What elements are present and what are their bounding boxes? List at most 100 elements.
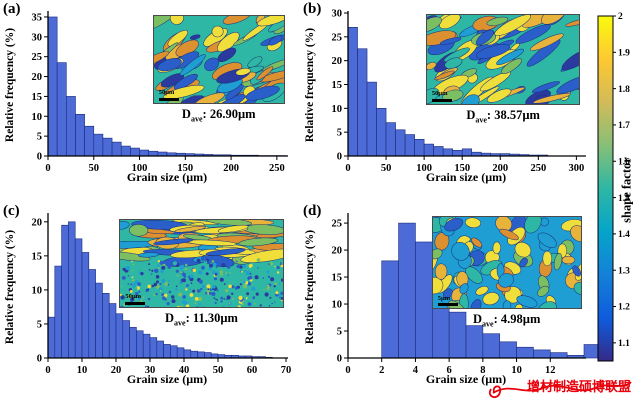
watermark-scribble [488,381,632,399]
scale-bar-line [125,301,146,305]
scale-bar-label: 50µm [158,89,175,97]
svg-text:1.1: 1.1 [618,339,630,349]
svg-text:50: 50 [381,163,392,174]
svg-text:25: 25 [332,32,343,43]
svg-text:50: 50 [89,163,100,174]
average-grain-size-a: Dave: 26.90µm [182,107,256,124]
svg-text:10: 10 [77,365,88,376]
svg-text:5: 5 [337,128,342,139]
svg-text:6: 6 [447,365,452,376]
microstructure-inset-d: 5µm [431,216,582,310]
svg-text:0: 0 [45,163,50,174]
y-axis-label: Relative frequency (%) [304,229,316,344]
scale-bar: 50µm [125,294,146,305]
x-axis-label: Grain size (µm) [425,372,507,386]
svg-text:200: 200 [223,163,239,174]
dave-value: 4.98µm [500,312,541,327]
dave-value: 11.30µm [192,310,238,325]
svg-text:25: 25 [32,52,43,63]
colorbar-gradient [597,15,614,362]
dave-subscript: ave [482,319,494,329]
panel-letter-a: (a) [3,1,21,17]
svg-text:30: 30 [332,9,343,20]
axes: 0 50 100 150 200 250 0 5 10 15 20 25 30 35 [32,11,288,174]
y-axis-label: Relative frequency (%) [4,27,16,142]
svg-text:12: 12 [545,365,556,376]
svg-text:0: 0 [337,354,342,365]
grain-map-image [120,220,283,307]
svg-text:150: 150 [177,163,193,174]
svg-text:5: 5 [337,327,342,338]
dave-value: 38.57µm [494,107,540,122]
x-axis-label: Grain size (µm) [425,170,507,184]
grain-map-image [153,16,284,103]
panel-d: 0 2 4 6 8 10 12 0 5 10 15 20 25 (d) Grain size (µm) … [300,202,598,404]
svg-text:25: 25 [332,219,343,230]
axes: 0 2 4 6 8 10 12 0 5 10 15 20 25 [332,213,586,376]
svg-text:0: 0 [37,354,42,365]
svg-text:100: 100 [132,163,148,174]
svg-text:20: 20 [32,72,43,83]
panel-letter-b: (b) [303,1,322,17]
dave-symbol: D [165,310,175,325]
svg-text:5: 5 [37,132,42,143]
scale-bar-line [158,97,179,101]
svg-text:250: 250 [269,163,285,174]
axes: 0 10 20 30 40 50 60 70 0 5 10 15 20 [32,213,292,376]
x-axis-label: Grain size (µm) [126,372,208,386]
dave-symbol: D [181,106,191,121]
svg-text:15: 15 [32,251,43,262]
svg-text:10: 10 [332,104,343,115]
dave-separator: : [202,106,210,121]
panel-a: 0 50 100 150 200 250 0 5 10 15 20 25 30 35 (a) Grain … [0,0,300,202]
svg-text:20: 20 [32,217,43,228]
svg-text:40: 40 [179,365,190,376]
svg-text:1.3: 1.3 [618,266,630,276]
average-grain-size-b: Dave: 38.57µm [466,108,540,125]
microstructure-inset-a: 50µm [152,15,285,104]
average-grain-size-c: Dave: 11.30µm [165,311,238,328]
svg-text:10: 10 [32,285,43,296]
svg-text:10: 10 [332,300,343,311]
panel-b: 0 50 100 150 200 250 300 0 5 10 15 20 25 30 (b) Grain… [300,0,598,202]
scale-bar-line [431,98,452,102]
dave-subscript: ave [174,318,186,328]
svg-text:250: 250 [530,163,546,174]
svg-text:1.5: 1.5 [618,194,630,204]
histogram-d: 0 2 4 6 8 10 12 0 5 10 15 20 25 [332,213,598,376]
shape-factor-colorbar: 2 1.9 1.8 1.7 1.6 1.5 1.4 1.3 1.2 1.1 [597,12,630,362]
svg-text:1.6: 1.6 [618,157,630,167]
svg-text:20: 20 [332,56,343,67]
svg-text:30: 30 [145,365,156,376]
dave-subscript: ave [190,114,203,124]
svg-text:0: 0 [345,163,350,174]
dave-symbol: D [466,107,476,122]
svg-text:70: 70 [281,365,292,376]
microstructure-inset-b: 50µm [425,14,581,105]
svg-text:2: 2 [379,365,384,376]
axes: 0 50 100 150 200 250 300 0 5 10 15 20 25 30 [332,9,586,174]
svg-text:0: 0 [37,152,42,163]
colorbar-label: shape factor [619,157,634,223]
svg-text:300: 300 [569,163,585,174]
svg-text:4: 4 [413,365,419,376]
histogram-bars [47,221,273,359]
histogram-bars [381,222,598,359]
svg-text:20: 20 [332,246,343,257]
microstructure-inset-c: 50µm [119,219,284,308]
svg-text:2: 2 [618,12,623,22]
svg-text:35: 35 [32,12,43,23]
scale-bar-line [437,303,458,307]
svg-text:15: 15 [332,80,343,91]
histogram-b: 0 50 100 150 200 250 300 0 5 10 15 20 25 30 [332,9,586,174]
dave-subscript: ave [475,115,487,125]
grain-map-image [426,15,580,104]
dave-separator: : [486,107,495,122]
svg-text:1.9: 1.9 [618,49,630,59]
svg-text:100: 100 [416,163,432,174]
scale-bar: 50µm [431,90,452,102]
dave-separator: : [185,310,193,325]
svg-text:0: 0 [345,365,350,376]
y-axis-label: Relative frequency (%) [304,27,316,142]
panel-c: 0 10 20 30 40 50 60 70 0 5 10 15 20 (c) Grain size (… [0,202,300,404]
